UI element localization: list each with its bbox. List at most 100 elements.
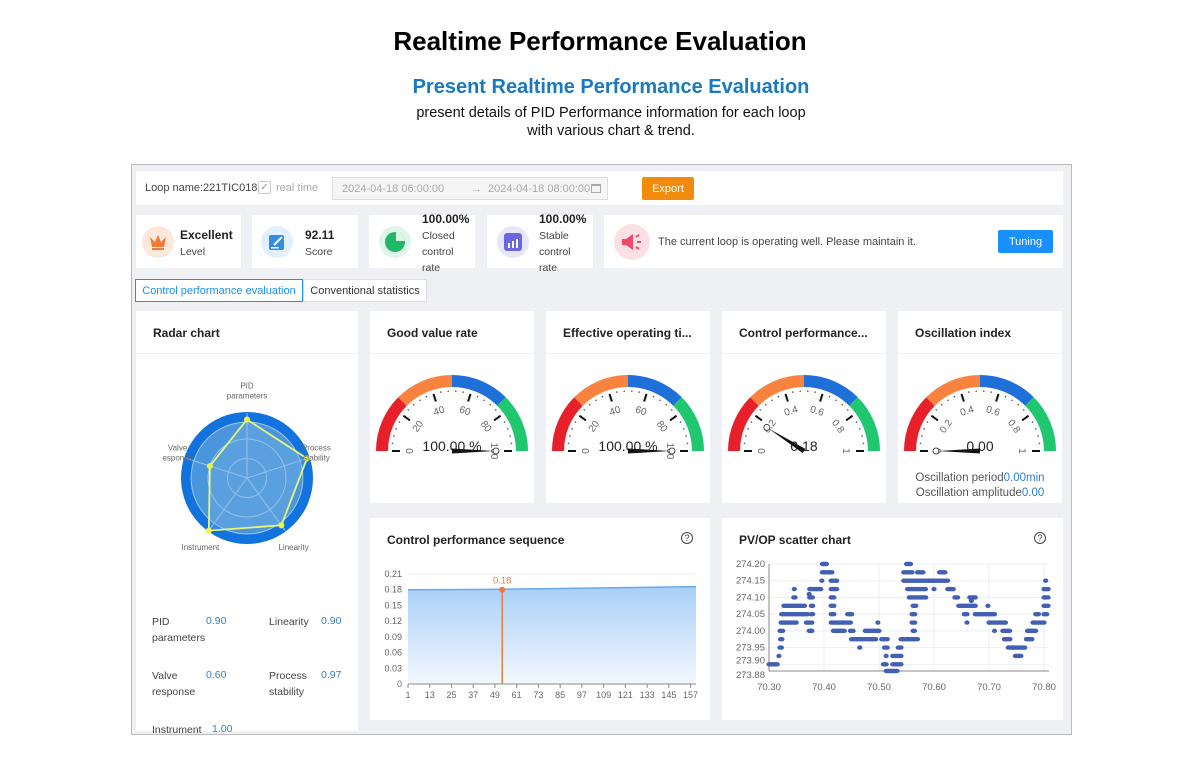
gauge-minor-tick xyxy=(745,435,747,437)
scatter-point xyxy=(920,570,926,575)
x-tick-label: 97 xyxy=(577,690,587,700)
scatter-point xyxy=(923,595,929,600)
gauge-minor-tick xyxy=(1004,395,1007,398)
gauge-minor-tick xyxy=(1038,442,1041,445)
scatter-point xyxy=(991,628,998,634)
tab-conventional-statistics[interactable]: Conventional statistics xyxy=(303,279,427,302)
gauge-minor-tick xyxy=(777,395,780,398)
scatter-point xyxy=(913,603,919,608)
radar-value-process: 0.97 xyxy=(321,669,342,681)
gauge-tick-label: 60 xyxy=(634,405,648,419)
scatter-point xyxy=(945,578,951,583)
scatter-point xyxy=(873,637,879,642)
radar-key-process: Process xyxy=(269,670,307,682)
gauge-needle-tip xyxy=(932,447,940,455)
gauge-tick-label: 60 xyxy=(458,405,472,419)
sequence-card: Control performance sequence ? 0 0.03 0.06… xyxy=(370,518,710,720)
gauge-tick-label: 0 xyxy=(581,448,592,454)
gauge-minor-tick xyxy=(419,399,421,402)
scatter-point xyxy=(912,611,918,617)
oscillation-period-label: Oscillation period xyxy=(915,472,1004,484)
gauge-tick-label: 0 xyxy=(405,448,416,454)
radar-value-linearity: 0.90 xyxy=(321,615,342,627)
scatter-card: PV/OP scatter chart ? 273.88 273.90 273.95… xyxy=(722,518,1063,720)
tab-control-performance-evaluation[interactable]: Control performance evaluation xyxy=(135,279,303,302)
stat-card-closed-control-rate: 100.00% Closed control rate xyxy=(369,212,475,274)
pie-icon xyxy=(379,226,411,258)
loop-name-value: 221TIC018 xyxy=(203,182,258,194)
x-tick-label: 121 xyxy=(618,690,633,700)
divider xyxy=(898,353,1062,354)
y-tick-label: 273.88 xyxy=(736,670,765,681)
score-value: 92.11 xyxy=(305,228,335,242)
export-button[interactable]: Export xyxy=(642,177,694,200)
gauge-minor-tick xyxy=(670,409,673,411)
gauge-minor-tick xyxy=(398,421,401,423)
gauge-minor-tick xyxy=(583,409,586,411)
scatter-point xyxy=(847,620,853,625)
sequence-title: Control performance sequence xyxy=(387,533,565,547)
score-label: Score xyxy=(305,246,333,258)
gauge-band xyxy=(803,375,858,406)
y-tick-label: 274.10 xyxy=(736,592,765,603)
scatter-point xyxy=(942,570,948,575)
radar-axis-label: PID xyxy=(240,382,254,391)
stable-rate-label-3: rate xyxy=(539,262,558,274)
start-time: 2024-04-18 06:00:00 xyxy=(342,183,445,195)
gauge-minor-tick xyxy=(1011,399,1013,402)
gauge-minor-tick xyxy=(862,442,865,445)
gauge-tick-label: 0.8 xyxy=(829,418,846,436)
bar-chart-icon xyxy=(497,226,529,258)
y-tick-label: 0.15 xyxy=(384,600,402,610)
stable-rate-label-2: control xyxy=(539,246,571,258)
scatter-point xyxy=(1033,628,1039,634)
gauge: 00.20.40.60.810.00 xyxy=(904,375,1056,455)
tuning-button[interactable]: Tuning xyxy=(998,230,1053,253)
gauge-tick-label: 0.6 xyxy=(985,404,1002,419)
scatter-point xyxy=(884,645,890,650)
gauge-tick-label: 40 xyxy=(432,404,446,418)
gauge-minor-tick xyxy=(926,421,929,423)
scatter-point xyxy=(829,570,835,575)
scatter-point xyxy=(834,586,840,592)
gauge-major-tick xyxy=(995,393,1000,402)
gauge-title: Control performance... xyxy=(739,326,868,340)
realtime-checkbox[interactable]: ✓ xyxy=(258,181,271,194)
divider xyxy=(722,353,886,354)
gauge-major-tick xyxy=(754,414,763,422)
gauge-major-tick xyxy=(608,393,613,402)
scatter-point xyxy=(823,561,830,567)
level-label: Level xyxy=(180,246,206,258)
gauge-tick-label: 20 xyxy=(411,419,427,435)
x-tick-label: 70.80 xyxy=(1032,682,1056,693)
gauge-card: Control performance... 0 0.2 0.4 0.6 0.8 1 0.18 xyxy=(722,311,886,503)
scatter-point xyxy=(883,653,889,659)
y-tick-label: 0 xyxy=(397,679,402,689)
x-tick-label: 73 xyxy=(533,690,543,700)
question-circle-icon[interactable]: ? xyxy=(681,532,693,544)
stat-card-stable-control-rate: 100.00% Stable control rate xyxy=(487,212,593,274)
radar-point xyxy=(206,462,213,469)
gauge-minor-tick xyxy=(425,395,428,398)
x-tick-label: 70.40 xyxy=(812,682,836,693)
scatter-point xyxy=(810,603,816,608)
scatter-point xyxy=(931,586,937,592)
gauge-band xyxy=(552,397,583,452)
gauge-minor-tick xyxy=(503,421,506,423)
gauge-minor-tick xyxy=(489,403,492,406)
gauge-minor-tick xyxy=(982,390,985,392)
closed-rate-label-1: Closed xyxy=(422,230,455,242)
gauge-minor-tick xyxy=(623,390,626,392)
scatter-point xyxy=(791,586,797,592)
calendar-icon[interactable] xyxy=(591,184,601,193)
gauge-minor-tick xyxy=(861,435,863,437)
radar-axis-label: parameters xyxy=(227,392,267,401)
gauge-minor-tick xyxy=(476,395,479,398)
question-circle-icon[interactable]: ? xyxy=(1034,532,1046,544)
gauge-needle xyxy=(628,448,670,454)
radar-key-pid: PID xyxy=(152,616,170,628)
gauge-minor-tick xyxy=(975,390,978,392)
scatter-point xyxy=(857,645,863,650)
date-range-picker[interactable]: 2024-04-18 06:00:00 → 2024-04-18 08:00:0… xyxy=(332,177,608,200)
